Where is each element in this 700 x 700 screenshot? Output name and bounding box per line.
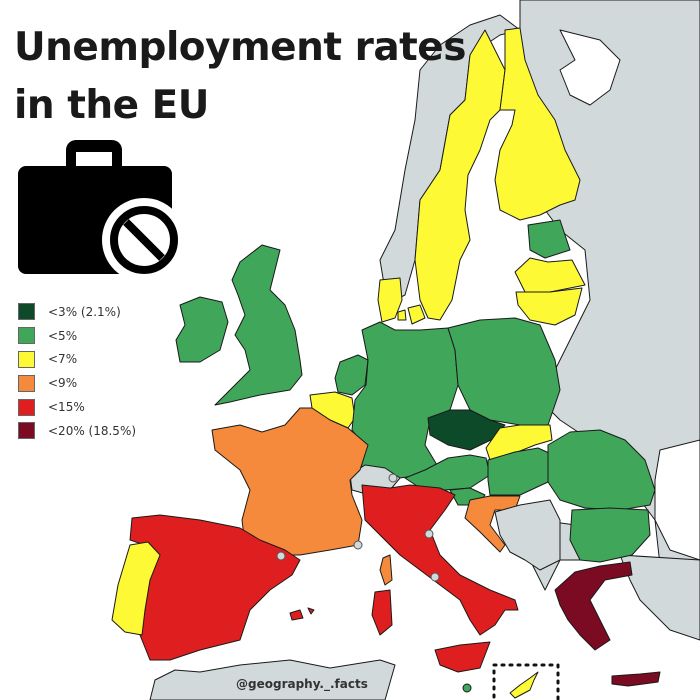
legend-label: <9% xyxy=(48,376,78,391)
city-markers xyxy=(276,473,440,582)
region-sweden xyxy=(414,29,506,321)
legend-item: <3% (2.1%) xyxy=(18,300,136,324)
region-germany xyxy=(351,321,459,479)
region-bulgaria xyxy=(569,507,651,563)
region-france xyxy=(211,407,369,556)
region-north-africa xyxy=(149,659,396,700)
region-denmark xyxy=(377,277,403,323)
legend-swatch xyxy=(18,350,35,368)
region-crete xyxy=(611,671,661,687)
region-cyprus xyxy=(509,671,539,699)
region-estonia xyxy=(527,219,571,259)
credit-handle: @geography._.facts xyxy=(236,677,368,691)
cyprus-inset-box xyxy=(492,663,560,700)
legend-label: <15% xyxy=(48,400,85,415)
region-finland xyxy=(494,27,581,221)
region-portugal xyxy=(111,541,161,636)
legend-label: <3% (2.1%) xyxy=(48,304,121,319)
region-malta xyxy=(462,683,472,693)
briefcase-no-icon xyxy=(18,140,186,278)
legend-label: <5% xyxy=(48,328,78,343)
legend-label: <7% xyxy=(48,352,78,367)
legend-swatch xyxy=(18,303,35,321)
region-western-balkans xyxy=(494,499,561,571)
region-turkey xyxy=(619,554,700,641)
legend-swatch xyxy=(18,422,35,440)
title-line-2: in the EU xyxy=(14,83,209,128)
legend-item: <9% xyxy=(18,371,136,395)
legend: <3% (2.1%) <5% <7% <9% <15% <20% (18.5%) xyxy=(18,300,136,443)
legend-swatch xyxy=(18,327,35,345)
region-ireland xyxy=(175,296,229,363)
legend-item: <15% xyxy=(18,395,136,419)
region-balearic-islands xyxy=(289,607,315,621)
region-latvia xyxy=(514,257,586,293)
region-white-sea xyxy=(559,29,621,106)
legend-item: <20% (18.5%) xyxy=(18,419,136,443)
region-romania xyxy=(547,429,656,511)
region-sicily xyxy=(434,641,491,673)
region-united-kingdom xyxy=(214,244,303,406)
legend-swatch xyxy=(18,374,35,392)
legend-label: <20% (18.5%) xyxy=(48,423,137,438)
region-greece xyxy=(554,561,633,651)
region-lithuania xyxy=(515,287,583,326)
title-line-1: Unemployment rates xyxy=(14,25,466,70)
legend-swatch xyxy=(18,398,35,416)
region-black-sea xyxy=(654,439,700,561)
region-italy xyxy=(361,484,519,636)
region-netherlands xyxy=(334,354,369,396)
region-denmark-islands xyxy=(397,304,426,325)
legend-item: <7% xyxy=(18,348,136,372)
region-corsica xyxy=(379,554,393,586)
region-poland xyxy=(447,317,561,426)
legend-item: <5% xyxy=(18,324,136,348)
region-sardinia xyxy=(371,589,393,636)
region-slovakia xyxy=(485,424,553,461)
